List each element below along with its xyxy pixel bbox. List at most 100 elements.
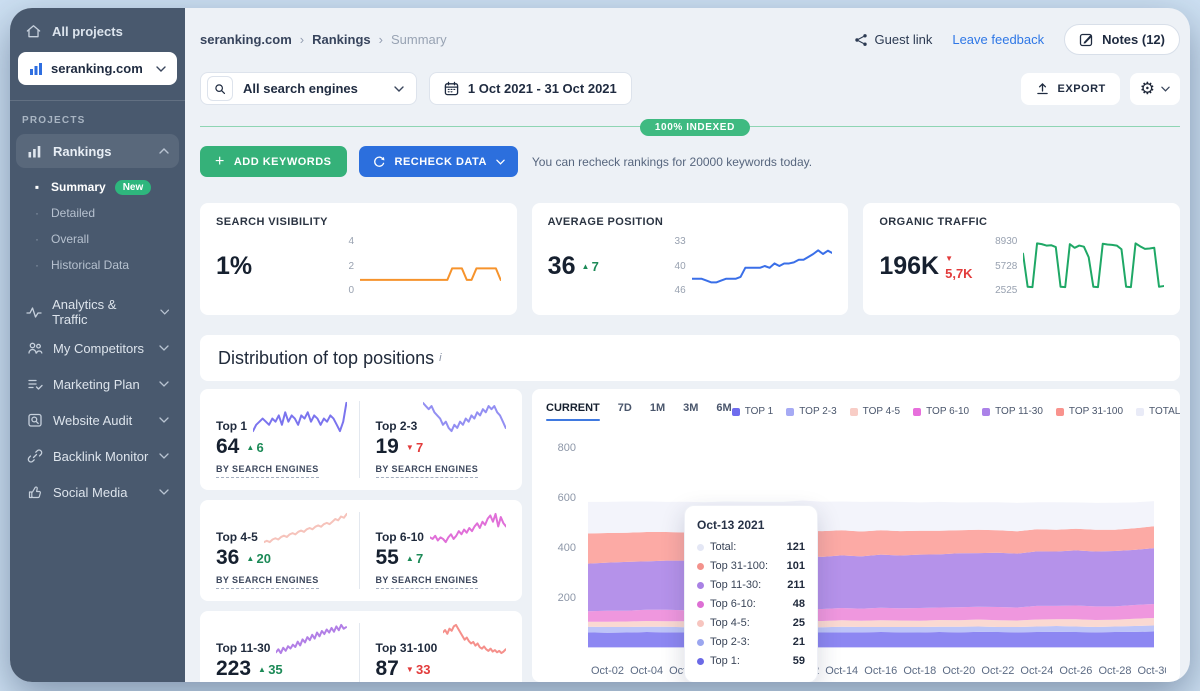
- tab-1m[interactable]: 1M: [650, 402, 665, 421]
- tooltip-row: Top 31-100:101: [697, 560, 805, 572]
- sidebar-item-overall[interactable]: · Overall: [10, 226, 185, 252]
- tab-7d[interactable]: 7D: [618, 402, 632, 421]
- info-icon[interactable]: i: [439, 352, 441, 364]
- by-search-engines-link[interactable]: BY SEARCH ENGINES: [376, 575, 479, 589]
- tile-change: 6: [246, 440, 263, 455]
- tile-sparkline: [264, 512, 347, 544]
- main-content: seranking.com › Rankings › Summary Guest…: [185, 8, 1190, 682]
- all-projects-link[interactable]: All projects: [10, 8, 185, 50]
- tile-row: Top 4-5 3620 BY SEARCH ENGINES Top 6-10 …: [200, 500, 522, 601]
- chart-legend: TOP 1 TOP 2-3 TOP 4-5 TOP 6-10 TOP 11-30…: [732, 406, 1181, 417]
- svg-text:Oct-28: Oct-28: [1099, 665, 1132, 677]
- legend-top6-10[interactable]: TOP 6-10: [913, 406, 969, 417]
- sidebar-item-analytics-traffic[interactable]: Analytics & Traffic: [10, 294, 185, 330]
- summary-label: Summary: [51, 180, 106, 194]
- by-search-engines-link[interactable]: BY SEARCH ENGINES: [216, 575, 319, 589]
- chart-tabs: CURRENT 7D 1M 3M 6M: [546, 402, 732, 421]
- rankings-icon: [27, 144, 42, 158]
- legend-top31-100[interactable]: TOP 31-100: [1056, 406, 1123, 417]
- social-media-icon: [27, 484, 43, 500]
- date-range-picker[interactable]: 1 Oct 2021 - 31 Oct 2021: [429, 72, 632, 105]
- breadcrumb-separator: ›: [300, 32, 304, 47]
- legend-swatch: [1136, 408, 1144, 416]
- svg-text:400: 400: [558, 542, 576, 554]
- export-button[interactable]: EXPORT: [1021, 73, 1120, 105]
- recheck-note: You can recheck rankings for 20000 keywo…: [532, 155, 812, 169]
- tile-label: Top 6-10: [376, 530, 424, 544]
- sidebar-item-marketing-plan[interactable]: Marketing Plan: [10, 366, 185, 402]
- svg-text:Oct-26: Oct-26: [1059, 665, 1092, 677]
- svg-text:Oct-30: Oct-30: [1138, 665, 1166, 677]
- metric-yticks: 334046: [656, 236, 686, 296]
- tile-sparkline: [276, 623, 346, 655]
- add-keywords-button[interactable]: + ADD KEYWORDS: [200, 146, 347, 177]
- chevron-up-icon: [159, 148, 169, 154]
- svg-text:Oct-20: Oct-20: [942, 665, 975, 677]
- stacked-area-chart: 200400600800Oct-02Oct-04Oct-06Oct-08Oct-…: [546, 425, 1166, 682]
- distribution-header: Distribution of top positions i: [200, 335, 1180, 381]
- guest-link-button[interactable]: Guest link: [854, 32, 933, 47]
- sidebar-item-historical-data[interactable]: · Historical Data: [10, 252, 185, 278]
- legend-top4-5[interactable]: TOP 4-5: [850, 406, 900, 417]
- notes-button[interactable]: Notes (12): [1064, 24, 1180, 55]
- legend-top11-30[interactable]: TOP 11-30: [982, 406, 1043, 417]
- guest-link-label: Guest link: [875, 32, 933, 47]
- by-search-engines-link[interactable]: BY SEARCH ENGINES: [216, 464, 319, 478]
- sidebar-item-website-audit[interactable]: Website Audit: [10, 402, 185, 438]
- sidebar-item-social-media[interactable]: Social Media: [10, 474, 185, 510]
- breadcrumb-rankings[interactable]: Rankings: [312, 32, 371, 47]
- tooltip-row: Top 6-10:48: [697, 598, 805, 610]
- by-search-engines-link[interactable]: BY SEARCH ENGINES: [376, 464, 479, 478]
- search-engines-select[interactable]: All search engines: [200, 72, 417, 105]
- svg-text:Oct-22: Oct-22: [981, 665, 1014, 677]
- sidebar-item-my-competitors[interactable]: My Competitors: [10, 330, 185, 366]
- tab-3m[interactable]: 3M: [683, 402, 698, 421]
- legend-top1[interactable]: TOP 1: [732, 406, 774, 417]
- controls-row: All search engines 1 Oct 2021 - 31 Oct 2…: [200, 72, 1180, 105]
- sidebar-item-rankings[interactable]: Rankings: [16, 134, 179, 168]
- settings-button[interactable]: ⚙: [1130, 73, 1180, 105]
- project-selector[interactable]: seranking.com: [18, 52, 177, 85]
- top-bar: seranking.com › Rankings › Summary Guest…: [200, 24, 1180, 55]
- sidebar: All projects seranking.com PROJECTS Rank…: [10, 8, 185, 682]
- projects-section-label: PROJECTS: [10, 101, 185, 134]
- top-right-actions: Guest link Leave feedback Notes (12): [854, 24, 1180, 55]
- notes-icon: [1079, 32, 1094, 47]
- svg-text:Oct-04: Oct-04: [630, 665, 663, 677]
- series-dot: [697, 544, 704, 551]
- tab-6m[interactable]: 6M: [716, 402, 731, 421]
- legend-swatch: [913, 408, 921, 416]
- organic-traffic-chart: [1023, 237, 1164, 295]
- tile-sparkline: [423, 401, 506, 433]
- export-label: EXPORT: [1058, 83, 1106, 95]
- sidebar-item-detailed[interactable]: · Detailed: [10, 200, 185, 226]
- refresh-icon: [372, 155, 386, 169]
- metric-value: 36: [548, 252, 576, 281]
- legend-top2-3[interactable]: TOP 2-3: [786, 406, 836, 417]
- tile-label: Top 11-30: [216, 641, 270, 655]
- app-window: All projects seranking.com PROJECTS Rank…: [10, 8, 1190, 682]
- tooltip-row: Top 4-5:25: [697, 617, 805, 629]
- competitors-icon: [27, 340, 43, 356]
- series-dot: [697, 582, 704, 589]
- share-icon: [854, 33, 868, 47]
- chevron-down-icon: [496, 159, 505, 165]
- tile-value: 19: [376, 435, 399, 459]
- notes-label: Notes (12): [1102, 32, 1165, 47]
- tile-top11-30: Top 11-30 22335 BY SEARCH ENGINES: [216, 623, 347, 682]
- overall-label: Overall: [51, 232, 89, 246]
- tab-current[interactable]: CURRENT: [546, 402, 600, 421]
- tile-value: 87: [376, 657, 399, 681]
- breadcrumb-project[interactable]: seranking.com: [200, 32, 292, 47]
- svg-text:Oct-18: Oct-18: [903, 665, 936, 677]
- tooltip-row: Top 2-3:21: [697, 636, 805, 648]
- breadcrumb: seranking.com › Rankings › Summary: [200, 32, 447, 47]
- sidebar-item-backlink-monitor[interactable]: Backlink Monitor: [10, 438, 185, 474]
- legend-total[interactable]: TOTAL: [1136, 406, 1180, 417]
- sidebar-item-summary[interactable]: ▪ Summary New: [10, 174, 185, 200]
- svg-text:Oct-02: Oct-02: [591, 665, 624, 677]
- metric-title: SEARCH VISIBILITY: [216, 216, 501, 228]
- svg-text:Oct-24: Oct-24: [1020, 665, 1053, 677]
- recheck-data-button[interactable]: RECHECK DATA: [359, 146, 518, 177]
- leave-feedback-link[interactable]: Leave feedback: [952, 32, 1044, 47]
